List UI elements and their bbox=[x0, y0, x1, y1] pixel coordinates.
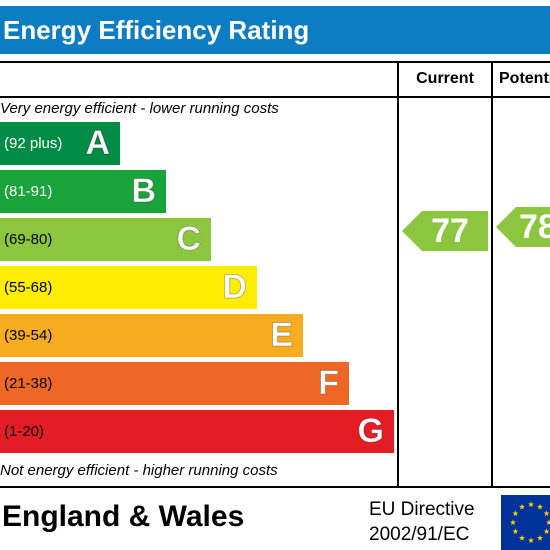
chart-title: Energy Efficiency Rating bbox=[0, 6, 550, 54]
eu-star-icon bbox=[527, 537, 535, 544]
frame-top-line bbox=[0, 61, 550, 63]
band-letter: G bbox=[357, 412, 384, 451]
band-range-label: (55-68) bbox=[4, 279, 53, 296]
eu-flag-stars bbox=[509, 501, 550, 544]
band-letter: B bbox=[131, 172, 157, 211]
band-letter: F bbox=[318, 364, 340, 403]
eu-star-icon bbox=[527, 501, 535, 508]
eu-star-icon bbox=[518, 534, 526, 541]
divider-current bbox=[397, 61, 399, 488]
band-a: (92 plus) A bbox=[0, 122, 120, 165]
band-range-label: (39-54) bbox=[4, 327, 53, 344]
potential-rating-arrow-shape bbox=[496, 207, 550, 247]
eu-star-icon bbox=[536, 534, 544, 541]
caption-bottom: Not energy efficient - higher running co… bbox=[0, 462, 278, 479]
eu-star-icon bbox=[536, 503, 544, 510]
eu-star-icon bbox=[512, 528, 519, 535]
band-c: (69-80) C bbox=[0, 218, 211, 261]
caption-top: Very energy efficient - lower running co… bbox=[0, 100, 279, 117]
eu-star-icon bbox=[543, 528, 550, 535]
band-range-label: (92 plus) bbox=[4, 135, 63, 152]
band-range-label: (81-91) bbox=[4, 183, 53, 200]
eu-star-icon bbox=[518, 503, 526, 510]
divider-potential bbox=[491, 61, 493, 488]
band-letter: D bbox=[222, 268, 248, 307]
footer-directive-line1: EU Directive bbox=[369, 499, 475, 520]
frame-header-line bbox=[0, 96, 550, 98]
column-header-current: Current bbox=[416, 70, 474, 87]
potential-rating-arrow bbox=[496, 207, 550, 247]
band-range-label: (1-20) bbox=[4, 423, 45, 440]
band-letter: C bbox=[176, 220, 202, 259]
band-range-label: (21-38) bbox=[4, 375, 53, 392]
footer-directive-line2: 2002/91/EC bbox=[369, 524, 470, 545]
eu-flag-icon bbox=[501, 495, 550, 550]
eu-star-icon bbox=[543, 510, 550, 517]
eu-star-icon bbox=[512, 510, 519, 517]
footer-country: England & Wales bbox=[2, 500, 245, 533]
band-letter: A bbox=[85, 124, 111, 163]
potential-rating-value: 78 bbox=[519, 208, 550, 246]
eu-flag-background bbox=[501, 495, 550, 550]
column-header-potential: Potential bbox=[499, 70, 550, 87]
band-b: (81-91) B bbox=[0, 170, 166, 213]
frame-bottom-line bbox=[0, 486, 550, 488]
current-rating-arrow-shape bbox=[402, 211, 488, 251]
eu-star-icon bbox=[509, 519, 517, 526]
band-d: (55-68) D bbox=[0, 266, 257, 309]
band-e: (39-54) E bbox=[0, 314, 303, 357]
band-f: (21-38) F bbox=[0, 362, 349, 405]
band-g: (1-20) G bbox=[0, 410, 394, 453]
band-range-label: (69-80) bbox=[4, 231, 53, 248]
band-letter: E bbox=[270, 316, 294, 355]
eu-star-icon bbox=[545, 519, 550, 526]
current-rating-arrow bbox=[402, 211, 488, 251]
current-rating-value: 77 bbox=[431, 212, 469, 250]
